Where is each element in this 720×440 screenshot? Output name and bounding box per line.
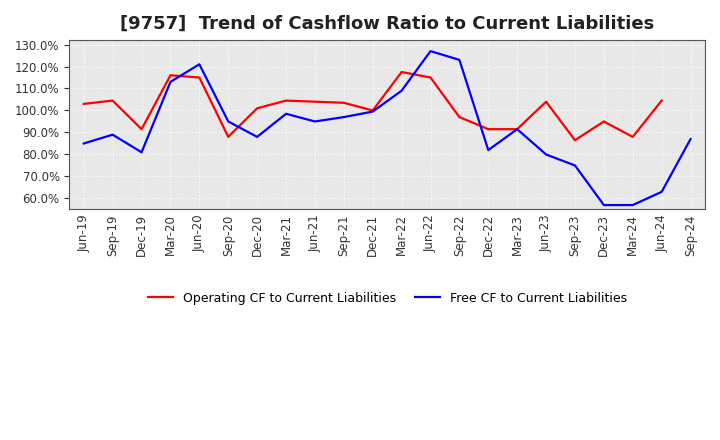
Free CF to Current Liabilities [426, 48, 435, 54]
Free CF to Current Liabilities [253, 134, 261, 139]
Operating CF to Current Liabilities [426, 75, 435, 80]
Operating CF to Current Liabilities [541, 99, 550, 104]
Operating CF to Current Liabilities [166, 73, 175, 78]
Operating CF to Current Liabilities [455, 114, 464, 120]
Free CF to Current Liabilities [686, 136, 695, 142]
Operating CF to Current Liabilities [657, 98, 666, 103]
Free CF to Current Liabilities [629, 202, 637, 208]
Operating CF to Current Liabilities [369, 108, 377, 113]
Free CF to Current Liabilities [340, 114, 348, 120]
Free CF to Current Liabilities [109, 132, 117, 137]
Free CF to Current Liabilities [138, 150, 146, 155]
Operating CF to Current Liabilities [282, 98, 290, 103]
Operating CF to Current Liabilities [79, 101, 88, 106]
Free CF to Current Liabilities [657, 189, 666, 194]
Free CF to Current Liabilities [600, 202, 608, 208]
Free CF to Current Liabilities [571, 163, 580, 168]
Operating CF to Current Liabilities [253, 106, 261, 111]
Operating CF to Current Liabilities [195, 75, 204, 80]
Title: [9757]  Trend of Cashflow Ratio to Current Liabilities: [9757] Trend of Cashflow Ratio to Curren… [120, 15, 654, 33]
Operating CF to Current Liabilities [340, 100, 348, 106]
Free CF to Current Liabilities [513, 127, 521, 132]
Free CF to Current Liabilities [79, 141, 88, 146]
Operating CF to Current Liabilities [600, 119, 608, 124]
Free CF to Current Liabilities [455, 57, 464, 62]
Free CF to Current Liabilities [282, 111, 290, 117]
Operating CF to Current Liabilities [109, 98, 117, 103]
Free CF to Current Liabilities [224, 119, 233, 124]
Operating CF to Current Liabilities [397, 70, 406, 75]
Free CF to Current Liabilities [310, 119, 319, 124]
Operating CF to Current Liabilities [513, 127, 521, 132]
Free CF to Current Liabilities [484, 147, 492, 153]
Line: Operating CF to Current Liabilities: Operating CF to Current Liabilities [84, 72, 662, 140]
Operating CF to Current Liabilities [571, 138, 580, 143]
Free CF to Current Liabilities [369, 109, 377, 114]
Free CF to Current Liabilities [397, 88, 406, 93]
Operating CF to Current Liabilities [310, 99, 319, 104]
Free CF to Current Liabilities [541, 152, 550, 157]
Operating CF to Current Liabilities [138, 127, 146, 132]
Free CF to Current Liabilities [166, 79, 175, 84]
Operating CF to Current Liabilities [224, 134, 233, 139]
Legend: Operating CF to Current Liabilities, Free CF to Current Liabilities: Operating CF to Current Liabilities, Fre… [143, 287, 631, 310]
Operating CF to Current Liabilities [484, 127, 492, 132]
Free CF to Current Liabilities [195, 62, 204, 67]
Operating CF to Current Liabilities [629, 134, 637, 139]
Line: Free CF to Current Liabilities: Free CF to Current Liabilities [84, 51, 690, 205]
